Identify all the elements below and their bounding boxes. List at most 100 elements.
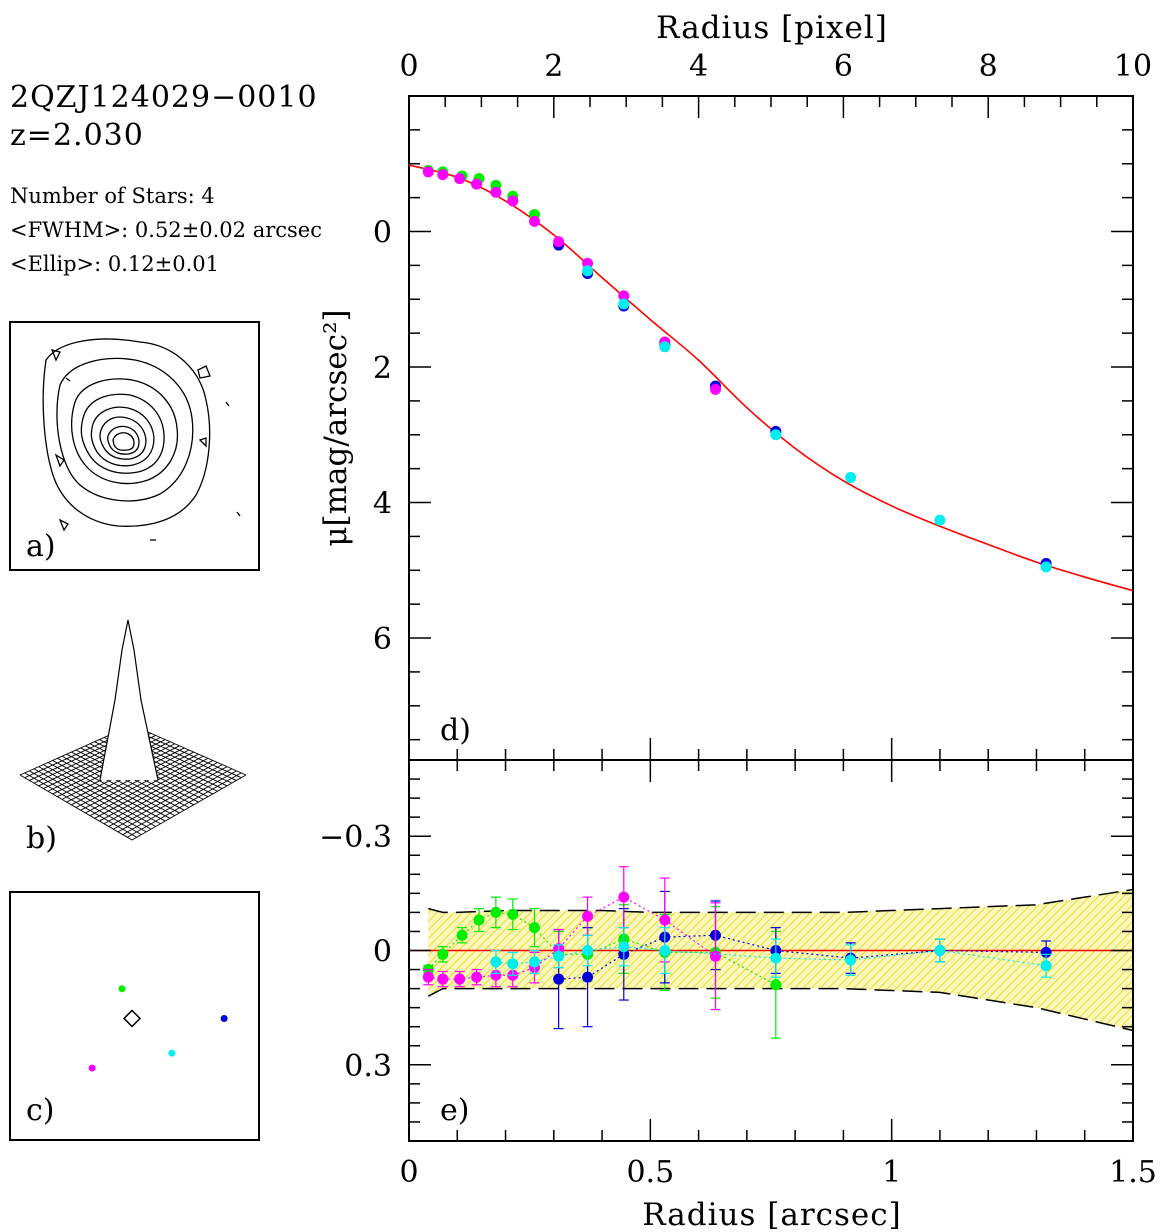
star-position-green (118, 985, 126, 993)
star-position-blue (220, 1014, 228, 1022)
profile-point-magenta (553, 236, 565, 248)
bottom-axis-tick-label: 0.5 (626, 1155, 674, 1190)
residual-point-magenta (437, 973, 449, 985)
residual-point-blue (582, 971, 594, 983)
profile-point-magenta (709, 383, 721, 395)
panel-e-y-tick-label: −0.3 (319, 820, 392, 855)
panel-c-positions: c) (9, 891, 260, 1141)
residual-point-magenta (618, 891, 630, 903)
stat-number-of-stars: Number of Stars: 4 (10, 184, 215, 208)
mesh-line (131, 724, 247, 776)
contour-lines (42, 338, 241, 541)
profile-point-magenta (528, 215, 540, 227)
panel-e-y-tick-label: 0.3 (344, 1049, 392, 1084)
profile-point-cyan (845, 471, 857, 483)
residual-point-green (770, 979, 782, 991)
stat-fwhm: <FWHM>: 0.52±0.02 arcsec (10, 218, 322, 242)
profile-point-cyan (582, 265, 594, 277)
residual-point-cyan (770, 952, 782, 964)
residual-point-cyan (1040, 960, 1052, 972)
panel-c-label: c) (26, 1093, 55, 1128)
residual-point-cyan (934, 945, 946, 956)
y-axis-label: μ[mag/arcsec²] (318, 309, 354, 546)
residual-point-green (490, 906, 502, 918)
top-axis-tick-label: 4 (689, 49, 708, 84)
bottom-axis-label: Radius [arcsec] (642, 1197, 902, 1232)
panel-a-label: a) (26, 529, 56, 564)
residual-point-green (437, 948, 449, 960)
profile-point-cyan (618, 298, 630, 310)
panel-e-label: e) (440, 1093, 469, 1128)
residual-point-blue (1040, 946, 1052, 958)
profile-point-cyan (770, 429, 782, 441)
residual-point-green (473, 914, 485, 926)
top-axis-tick-label: 10 (1114, 49, 1152, 84)
panel-e-residuals: 0 0.5 1 1.5 −0.3 0 0.3 e) (319, 759, 1157, 1190)
mesh-line (131, 774, 247, 841)
bottom-axis-tick-label: 1 (882, 1155, 901, 1190)
stat-ellipticity: <Ellip>: 0.12±0.01 (10, 252, 219, 276)
profile-point-cyan (934, 514, 946, 526)
panel-d-label: d) (440, 713, 471, 748)
top-axis-tick-label: 0 (399, 49, 418, 84)
residual-point-magenta (422, 971, 434, 983)
residual-point-magenta (471, 971, 483, 983)
model-profile-curve (408, 164, 1134, 592)
profile-point-magenta (422, 166, 434, 178)
residual-point-magenta (490, 969, 502, 981)
panel-a-contour: a) (9, 321, 260, 571)
residual-point-cyan (528, 956, 540, 968)
panel-d-y-tick-label: 6 (373, 622, 392, 657)
profile-point-magenta (490, 186, 502, 198)
profile-point-cyan (1040, 561, 1052, 573)
mesh-line (122, 770, 237, 835)
residual-point-cyan (507, 958, 519, 970)
residual-point-cyan (618, 941, 630, 953)
band-lower-edge (428, 888, 1134, 914)
profile-point-magenta (507, 195, 519, 207)
residual-point-green (528, 922, 540, 934)
residual-point-magenta (454, 973, 466, 985)
panel-e-y-tick-label: 0 (373, 935, 392, 970)
top-axis-tick-label: 8 (979, 49, 998, 84)
residual-point-magenta (709, 950, 721, 962)
object-name: 2QZJ124029−0010 (10, 80, 318, 115)
residual-point-magenta (582, 910, 594, 922)
residual-point-blue (553, 973, 565, 985)
profile-point-magenta (454, 173, 466, 185)
residual-point-magenta (659, 914, 671, 926)
mesh-line (127, 772, 242, 838)
residual-point-cyan (490, 956, 502, 968)
panel-d-profile: 0 2 4 6 8 10 0 2 4 6 d) (373, 49, 1152, 761)
object-redshift: z=2.030 (10, 118, 144, 153)
mesh-line (117, 768, 232, 833)
panel-b-surface: b) (19, 619, 247, 856)
profile-point-magenta (471, 178, 483, 190)
top-axis-label: Radius [pixel] (656, 10, 888, 46)
star-position-magenta (88, 1064, 96, 1072)
profile-point-magenta (437, 169, 449, 181)
mesh-line (113, 766, 228, 830)
top-axis-tick-label: 2 (544, 49, 563, 84)
profile-point-magenta (618, 290, 630, 302)
panel-d-y-tick-label: 2 (373, 351, 392, 386)
surface-peak (99, 619, 159, 781)
panel-b-label: b) (26, 821, 57, 856)
profile-point-cyan (659, 341, 671, 353)
residual-point-cyan (845, 954, 857, 966)
residual-point-green (507, 908, 519, 920)
star-position-cyan (168, 1049, 176, 1057)
residual-point-cyan (582, 945, 594, 956)
panel-a-frame (9, 321, 260, 571)
residual-point-green (456, 929, 468, 941)
residual-trace-magenta (428, 896, 716, 980)
panel-d-y-tick-label: 0 (373, 216, 392, 251)
panel-c-frame (9, 891, 260, 1141)
panel-d-y-tick-label: 4 (373, 487, 392, 522)
bottom-axis-tick-label: 1.5 (1109, 1155, 1157, 1190)
bottom-axis-tick-label: 0 (399, 1155, 418, 1190)
residual-trace-cyan (495, 946, 1047, 967)
residual-point-cyan (659, 945, 671, 956)
band-upper-edge (427, 987, 1134, 1032)
